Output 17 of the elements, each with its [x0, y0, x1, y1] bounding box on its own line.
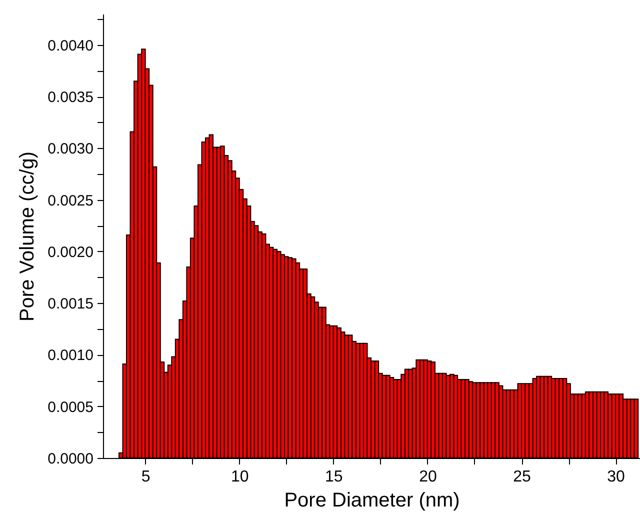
y-tick-label: 0.0010 [48, 347, 94, 364]
y-tick-label: 0.0030 [48, 140, 94, 158]
x-tick-label: 5 [141, 468, 150, 486]
x-tick-label: 15 [325, 468, 343, 486]
y-tick-label: 0.0035 [48, 89, 94, 106]
x-tick-label: 25 [513, 468, 532, 486]
x-axis-title: Pore Diameter (nm) [284, 490, 460, 512]
y-tick-label: 0.0005 [48, 398, 94, 416]
y-tick-label: 0.0020 [48, 244, 94, 261]
y-tick-label: 0.0025 [48, 192, 94, 210]
y-tick-label: 0.0000 [48, 450, 94, 468]
y-tick-label: 0.0015 [48, 296, 94, 313]
x-tick-label: 30 [607, 468, 626, 486]
y-axis-title: Pore Volume (cc/g) [16, 151, 39, 322]
x-tick-label: 20 [419, 468, 437, 486]
y-tick-label: 0.0040 [48, 37, 94, 54]
x-tick-label: 10 [230, 468, 249, 486]
